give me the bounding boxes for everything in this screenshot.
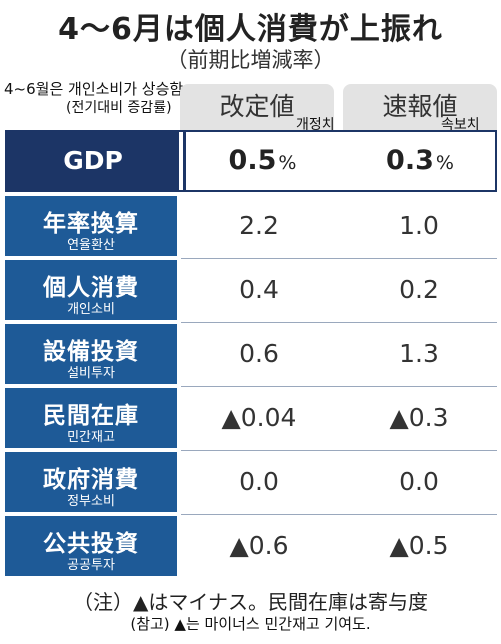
column-translation-preliminary: 속보치: [441, 117, 480, 133]
row-divider: [181, 258, 497, 259]
row-label: 設備投資 설비투자: [5, 324, 177, 384]
row-revised-value: ▲0.04: [221, 403, 297, 432]
gdp-revised-cell: 0.5%: [183, 132, 339, 190]
table-row: 公共投資 공공투자 ▲0.6 ▲0.5: [5, 516, 497, 576]
column-translation-revised: 개정치: [296, 117, 335, 133]
table-row: 民間在庫 민간재고 ▲0.04 ▲0.3: [5, 388, 497, 448]
row-label-text: 民間在庫: [43, 403, 139, 429]
row-label-text: 個人消費: [43, 275, 139, 301]
row-preliminary-value: 1.0: [399, 211, 439, 240]
translation-title: 4~6월은 개인소비가 상승함.: [4, 80, 188, 98]
row-label-translation: 공공투자: [67, 558, 115, 573]
row-label: 公共投資 공공투자: [5, 516, 177, 576]
row-label-translation: 연율환산: [67, 238, 115, 253]
footnote-translation: (참고) ▲는 마이너스 민간재고 기여도.: [130, 615, 371, 633]
table-row: 個人消費 개인소비 0.4 0.2: [5, 260, 497, 320]
row-revised-value: 0.0: [239, 467, 279, 496]
gdp-label: GDP: [7, 132, 179, 190]
translation-subtitle: (전기대비 증감률): [66, 100, 172, 116]
row-revised-value: 0.4: [239, 275, 279, 304]
row-revised-value: 2.2: [239, 211, 279, 240]
row-divider: [181, 450, 497, 451]
row-label-text: 政府消費: [43, 467, 139, 493]
row-label-translation: 민간재고: [67, 430, 115, 445]
row-preliminary-value: ▲0.3: [389, 403, 449, 432]
row-label-translation: 설비투자: [67, 366, 115, 381]
gdp-preliminary-cell: 0.3%: [343, 132, 497, 190]
footnote: （注）▲はマイナス。民間在庫は寄与度: [73, 590, 428, 614]
gdp-preliminary-value: 0.3: [386, 145, 434, 176]
row-label-text: 公共投資: [43, 531, 139, 557]
column-header-preliminary: 速報値: [343, 84, 497, 130]
row-preliminary-value: 1.3: [399, 339, 439, 368]
page-subtitle: （前期比増減率）: [166, 48, 335, 72]
row-preliminary-value: ▲0.5: [389, 531, 449, 560]
row-label: 政府消費 정부소비: [5, 452, 177, 512]
row-divider: [181, 322, 497, 323]
row-divider: [181, 514, 497, 515]
column-header-revised: 改定値: [180, 84, 334, 130]
row-preliminary-value: 0.2: [399, 275, 439, 304]
table-row: 政府消費 정부소비 0.0 0.0: [5, 452, 497, 512]
gdp-preliminary-unit: %: [435, 152, 454, 174]
row-label-text: 年率換算: [43, 211, 139, 237]
row-revised-value: 0.6: [239, 339, 279, 368]
row-preliminary-value: 0.0: [399, 467, 439, 496]
row-label-translation: 정부소비: [67, 494, 115, 509]
gdp-table: GDP 0.5% 0.3% 年率換算 연율환산 2.2 1.0 個人消費 개인소…: [5, 130, 497, 582]
row-divider: [181, 386, 497, 387]
page-title: 4～6月は個人消費が上振れ: [58, 12, 443, 47]
row-label-text: 設備投資: [43, 339, 139, 365]
row-revised-value: ▲0.6: [229, 531, 289, 560]
row-label: 民間在庫 민간재고: [5, 388, 177, 448]
gdp-row: GDP 0.5% 0.3%: [5, 130, 497, 192]
row-label: 年率換算 연율환산: [5, 196, 177, 256]
table-row: 年率換算 연율환산 2.2 1.0: [5, 196, 497, 256]
row-label: 個人消費 개인소비: [5, 260, 177, 320]
gdp-revised-unit: %: [278, 152, 297, 174]
row-label-translation: 개인소비: [67, 302, 115, 317]
gdp-revised-value: 0.5: [228, 145, 277, 176]
table-row: 設備投資 설비투자 0.6 1.3: [5, 324, 497, 384]
